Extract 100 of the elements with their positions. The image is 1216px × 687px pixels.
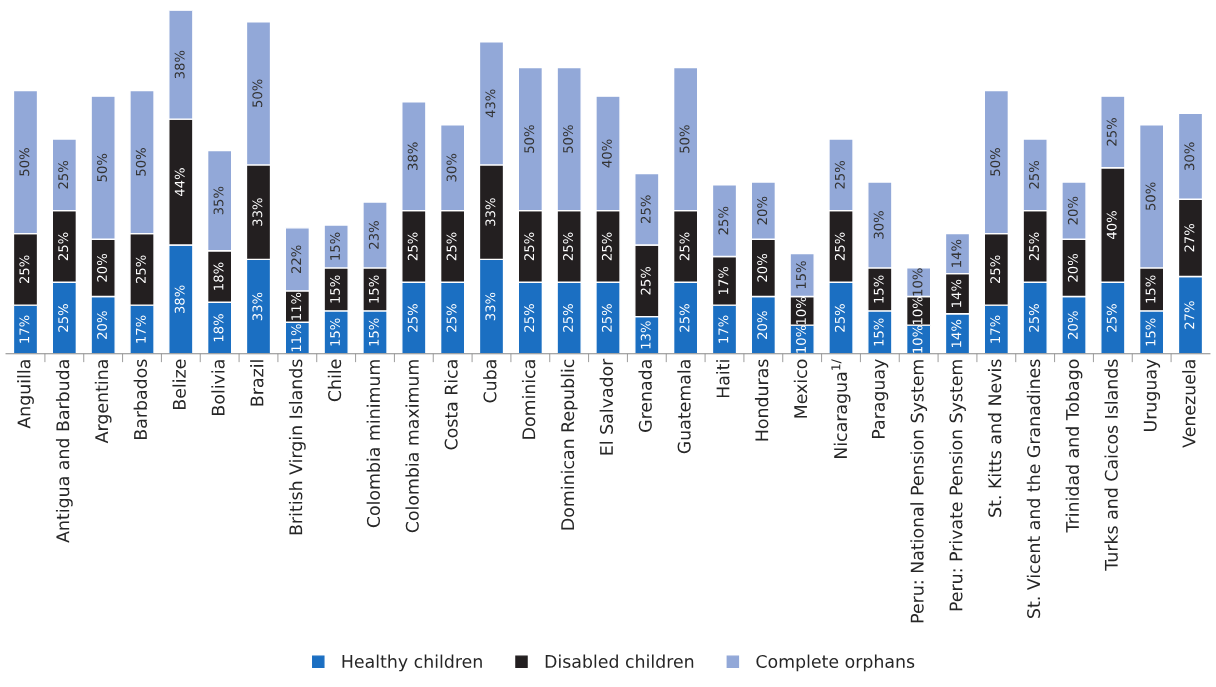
data-label: 25% (1106, 118, 1117, 146)
data-label: 15% (330, 318, 340, 346)
data-label: 25% (446, 304, 457, 332)
data-label: 20% (1067, 196, 1078, 225)
x-tick-label: Trinidad and Tobago (1065, 359, 1083, 533)
data-label: 25% (1029, 304, 1039, 332)
data-label: 15% (330, 275, 340, 303)
data-label: 20% (757, 253, 768, 282)
data-label: 50% (135, 148, 146, 176)
data-label: 17% (718, 266, 729, 295)
data-label: 10% (796, 296, 806, 325)
data-label: 43% (485, 89, 496, 118)
data-label: 25% (1029, 160, 1039, 189)
x-tick-label: St. Kitts and Nevis (987, 359, 1002, 517)
data-label: 50% (524, 125, 535, 153)
data-label: 50% (252, 79, 263, 107)
data-label: 25% (834, 160, 845, 189)
x-tick-label: Honduras (754, 359, 769, 441)
data-label: 25% (407, 232, 418, 261)
data-label: 25% (679, 304, 690, 332)
legend-label: Disabled children (545, 654, 694, 669)
x-tick-label: Argentina (94, 360, 112, 444)
x-tick-label: Nicaragua$^{1/}$ (831, 359, 851, 458)
data-label: 27% (1184, 301, 1195, 329)
data-label: 38% (174, 50, 185, 79)
x-tick-label: Grenada (638, 360, 652, 432)
data-label: 50% (990, 148, 1001, 176)
data-label: 10% (912, 268, 923, 296)
x-tick-label: Costa Rica (444, 360, 458, 450)
data-label: 25% (524, 232, 535, 261)
x-tick-label: Venezuela (1182, 360, 1196, 448)
data-label: 50% (97, 153, 107, 182)
x-tick-label: Colombia minimum (366, 360, 381, 528)
x-tick-label: St. Vicent and the Granadines (1026, 359, 1041, 618)
data-label: 25% (834, 304, 845, 332)
data-label: 15% (368, 275, 379, 303)
x-tick-label: Dominican Republic (560, 359, 578, 530)
x-tick-label: Dominica (521, 360, 536, 439)
x-tick-label: Peru: National Pension System (910, 360, 928, 623)
data-label: 10% (796, 325, 806, 353)
x-tick-label: Brazil (250, 360, 264, 406)
data-label: 20% (757, 311, 768, 339)
data-label: 11% (291, 292, 302, 320)
x-tick-label: Belize (172, 359, 186, 409)
data-label: 25% (19, 255, 30, 284)
data-label: 30% (1184, 142, 1195, 170)
data-label: 17% (990, 315, 1001, 343)
data-label: 14% (951, 279, 962, 307)
x-tick-label: Barbados (133, 359, 148, 439)
data-label: 25% (58, 232, 69, 261)
data-label: 15% (1145, 318, 1156, 346)
data-label: 10% (912, 325, 923, 353)
data-label: 25% (446, 232, 457, 261)
data-label: 33% (252, 292, 263, 321)
data-label: 25% (640, 266, 651, 295)
x-tick-label: Mexico (793, 359, 808, 418)
x-tick-label: Anguilla (17, 360, 34, 429)
data-label: 13% (640, 321, 651, 349)
data-label: 17% (135, 315, 146, 343)
data-label: 25% (834, 232, 845, 261)
data-label: 27% (1184, 223, 1195, 252)
data-label: 40% (1106, 211, 1117, 240)
x-tick-label: Uruguay (1143, 359, 1161, 431)
data-label: 30% (873, 211, 884, 239)
x-tick-label: Colombia maximum (405, 360, 419, 533)
data-label: 25% (58, 304, 69, 332)
data-label: 33% (485, 198, 496, 226)
data-label: 30% (446, 153, 457, 182)
data-label: 25% (990, 255, 1001, 284)
data-label: 44% (174, 168, 185, 197)
data-label: 15% (330, 232, 340, 260)
data-label: 20% (757, 196, 768, 225)
data-label: 15% (873, 318, 884, 346)
data-label: 50% (1145, 182, 1156, 211)
data-label: 50% (563, 125, 573, 153)
data-label: 25% (1029, 232, 1039, 261)
data-label: 25% (601, 232, 612, 261)
data-label: 20% (1067, 253, 1078, 282)
x-tick-label: Haiti (716, 360, 730, 398)
data-label: 25% (601, 304, 612, 332)
data-label: 20% (97, 253, 107, 282)
x-tick-label: Guatemala (677, 360, 691, 454)
data-label: 25% (135, 255, 146, 284)
legend-label: Complete orphans (756, 654, 915, 672)
data-label: 18% (213, 314, 224, 342)
data-label: 15% (873, 275, 884, 303)
data-label: 10% (912, 296, 923, 325)
data-label: 20% (97, 311, 107, 339)
data-label: 25% (640, 195, 651, 223)
data-label: 38% (407, 142, 418, 170)
data-label: 11% (291, 324, 302, 352)
x-tick-label: Cuba (483, 360, 497, 403)
data-label: 25% (718, 206, 729, 235)
data-label: 40% (601, 139, 612, 168)
data-label: 17% (718, 315, 729, 343)
x-tick-label: Chile (327, 359, 342, 402)
x-tick-label: Bolivia (211, 360, 225, 415)
data-label: 33% (485, 292, 496, 321)
data-label: 33% (252, 198, 263, 226)
x-tick-label: Paraguay (871, 359, 889, 438)
